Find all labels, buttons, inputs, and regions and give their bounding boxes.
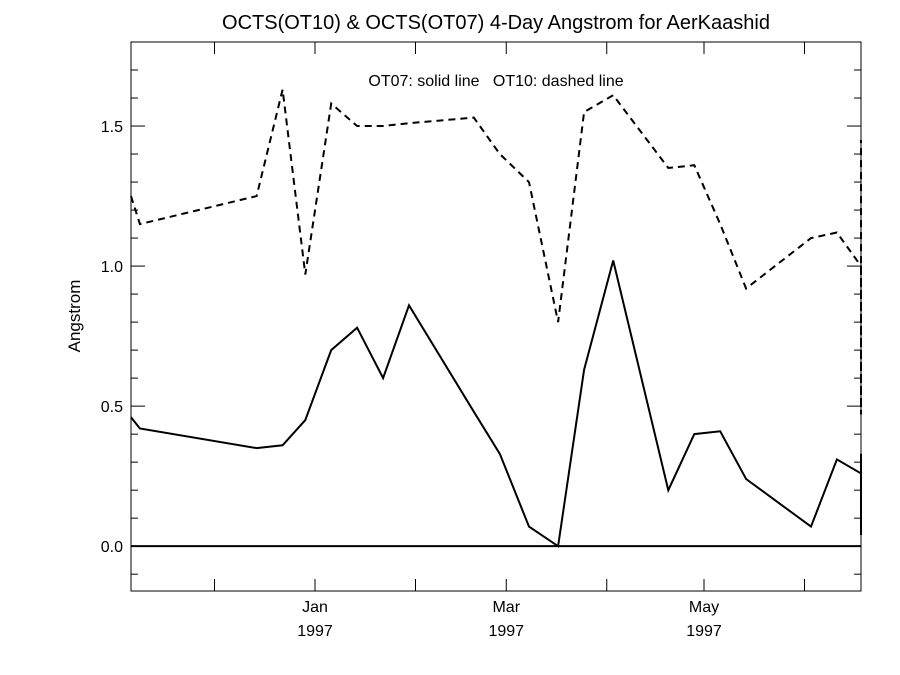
y-tick-label: 1.5 [101, 119, 123, 136]
y-tick-label: 1.0 [101, 259, 123, 276]
x-tick-year-label: 1997 [488, 623, 524, 640]
chart-title: OCTS(OT10) & OCTS(OT07) 4-Day Angstrom f… [222, 12, 770, 34]
plot-area: 0.0 0.5 1.0 1.5 Jan 1997 Mar 1997 May 1997 [101, 41, 862, 640]
series-line-ot10 [130, 89, 862, 415]
y-axis-title: Angstrom [65, 280, 84, 353]
x-tick-label: Mar [492, 599, 520, 616]
chart-annotation: OT07: solid line OT10: dashed line [368, 73, 623, 90]
series-line-ot07 [130, 260, 862, 548]
y-tick-label: 0.0 [101, 539, 123, 556]
y-tick-label: 0.5 [101, 399, 123, 416]
x-tick-year-label: 1997 [297, 623, 333, 640]
x-tick-year-label: 1997 [686, 623, 722, 640]
x-tick-label: Jan [302, 599, 328, 616]
x-tick-label: May [689, 599, 719, 616]
plot-frame [130, 41, 862, 592]
